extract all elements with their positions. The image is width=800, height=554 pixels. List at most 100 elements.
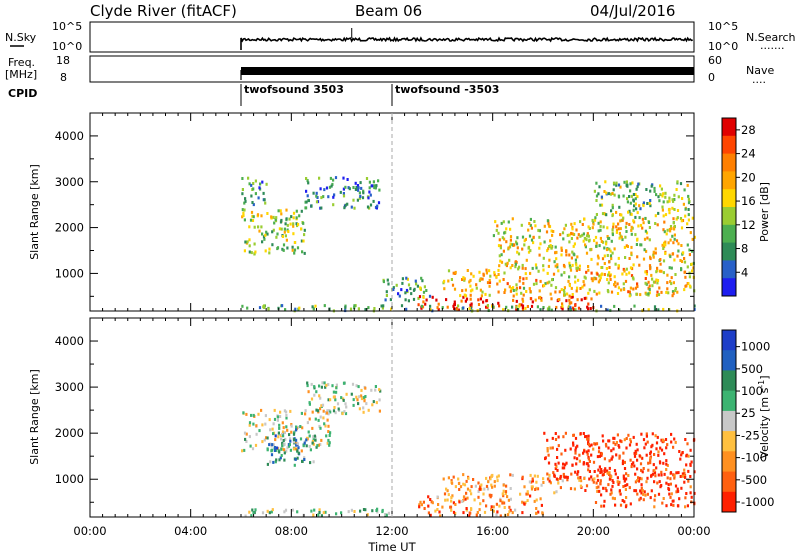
range-cell (651, 432, 654, 436)
range-cell (500, 253, 503, 257)
range-cell (624, 279, 628, 283)
range-cell (305, 189, 308, 193)
range-cell (654, 214, 657, 218)
range-cell (562, 263, 566, 267)
range-cell (447, 279, 450, 283)
time-axis-label: Time UT (367, 540, 416, 554)
range-cell (551, 233, 554, 237)
range-cell (282, 434, 285, 438)
range-cell (521, 304, 525, 308)
range-cell (511, 243, 514, 247)
range-cell (559, 233, 562, 237)
range-cell (615, 183, 618, 187)
range-cell (454, 485, 457, 489)
range-cell (272, 460, 275, 464)
range-cell (666, 228, 669, 232)
range-cell (327, 398, 330, 402)
range-cell (539, 242, 542, 246)
range-cell (327, 424, 330, 428)
range-cell (632, 277, 635, 281)
range-cell (604, 467, 607, 471)
range-cell (551, 436, 554, 440)
range-cell (687, 201, 691, 205)
range-cell (521, 297, 524, 301)
range-cell (287, 444, 291, 448)
range-cell (291, 508, 294, 512)
range-cell (616, 282, 619, 286)
range-cell (583, 217, 586, 221)
range-cell (684, 438, 687, 441)
range-cell (634, 197, 637, 201)
range-cell (248, 421, 252, 425)
range-cell (600, 470, 603, 474)
range-cell (602, 439, 605, 443)
range-cell (261, 440, 264, 444)
range-cell (320, 514, 323, 518)
range-cell (559, 476, 562, 480)
range-cell (244, 514, 247, 518)
range-cell (250, 514, 253, 518)
range-cell (586, 437, 589, 441)
range-cell (679, 217, 683, 220)
range-cell (461, 289, 464, 293)
range-cell (626, 197, 629, 201)
range-cell (632, 287, 635, 291)
power-cbar-label: Power [dB] (758, 182, 771, 242)
range-cell (266, 212, 269, 215)
range-cell (649, 204, 652, 208)
range-cell (617, 222, 620, 226)
range-cell (473, 498, 476, 502)
range-cell (677, 489, 680, 493)
range-cell (267, 307, 270, 311)
range-cell (666, 443, 669, 447)
range-cell (309, 448, 312, 452)
range-cell (281, 304, 284, 308)
colorbar-tick-label: -25 (741, 428, 760, 442)
range-cell (295, 222, 298, 226)
range-cell (434, 509, 437, 513)
range-cell (584, 243, 587, 247)
range-cell (622, 216, 625, 220)
range-cell (342, 194, 346, 198)
range-cell (642, 201, 645, 205)
range-cell (669, 229, 672, 233)
range-cell (344, 203, 347, 207)
range-cell (344, 412, 348, 416)
range-cell (672, 292, 675, 296)
range-cell (605, 213, 608, 217)
range-cell (241, 304, 244, 308)
range-cell (508, 505, 511, 509)
range-cell (422, 295, 425, 299)
range-cell (314, 304, 317, 308)
range-cell (646, 476, 649, 480)
range-cell (444, 498, 447, 502)
range-cell (285, 416, 288, 420)
range-cell (319, 443, 322, 446)
range-cell (612, 447, 615, 451)
range-cell (292, 216, 295, 220)
range-cell (310, 397, 314, 401)
range-cell (493, 484, 496, 488)
range-cell (587, 455, 590, 459)
range-cell (315, 191, 318, 195)
range-cell (648, 284, 651, 288)
range-cell (455, 306, 458, 310)
range-cell (578, 459, 581, 463)
range-cell (642, 438, 646, 442)
range-cell (475, 513, 478, 517)
range-cell (660, 470, 663, 474)
range-cell (669, 238, 672, 242)
range-cell (587, 434, 590, 438)
range-cell (328, 441, 331, 445)
range-cell (490, 483, 493, 487)
range-cell (312, 191, 315, 195)
range-cell (486, 281, 490, 285)
date-title: 04/Jul/2016 (590, 2, 675, 20)
colorbar-swatch (722, 390, 736, 412)
range-cell (539, 295, 542, 299)
range-cell (361, 196, 365, 200)
range-cell (623, 500, 626, 504)
range-cell (460, 299, 463, 303)
range-cell (668, 266, 671, 270)
range-cell (676, 180, 679, 184)
